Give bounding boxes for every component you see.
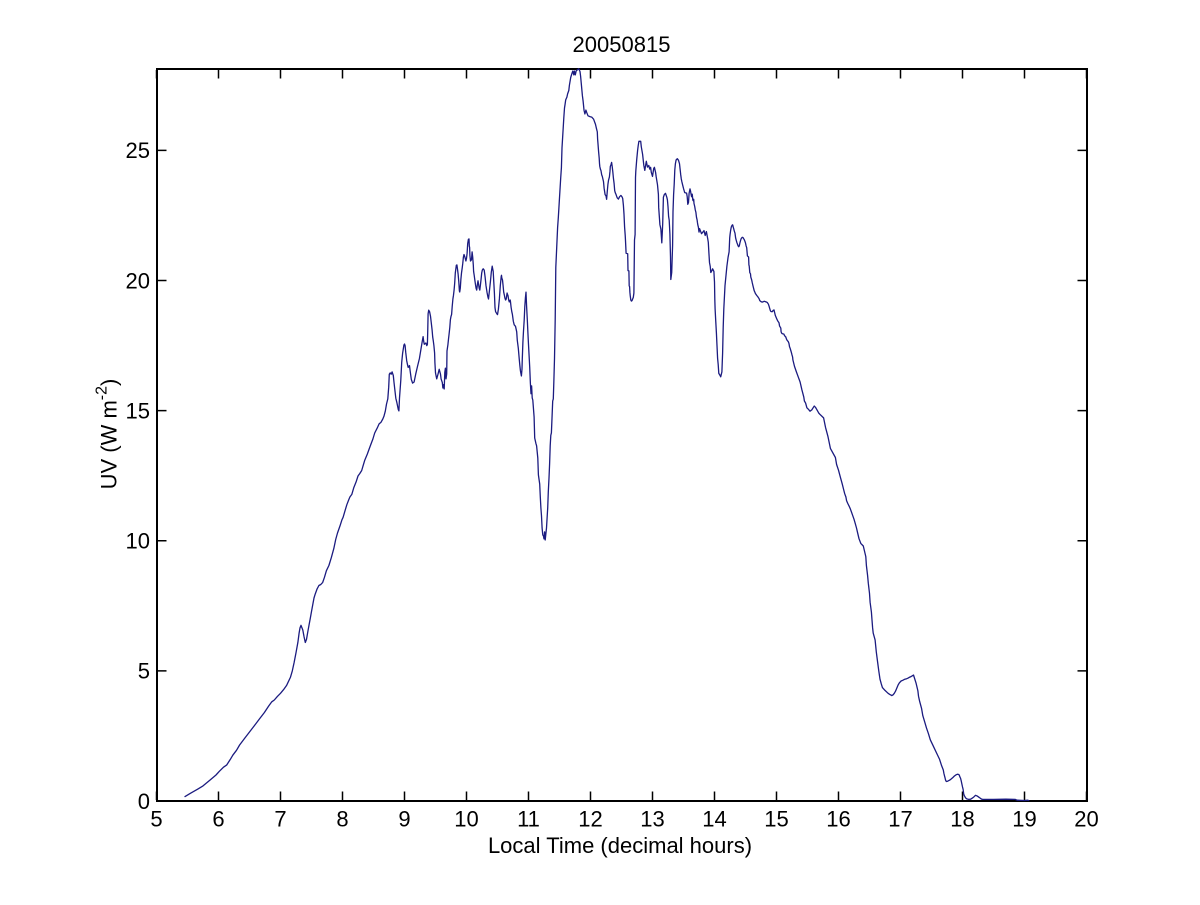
svg-text:15: 15	[126, 398, 150, 423]
svg-text:Local Time (decimal hours): Local Time (decimal hours)	[488, 833, 752, 858]
svg-text:15: 15	[764, 807, 788, 832]
svg-text:16: 16	[826, 807, 850, 832]
svg-text:18: 18	[950, 807, 974, 832]
svg-text:25: 25	[126, 138, 150, 163]
svg-text:10: 10	[126, 529, 150, 554]
svg-text:5: 5	[138, 659, 150, 684]
svg-text:9: 9	[398, 807, 410, 832]
svg-text:14: 14	[702, 807, 726, 832]
svg-text:6: 6	[212, 807, 224, 832]
svg-text:19: 19	[1012, 807, 1036, 832]
svg-text:8: 8	[336, 807, 348, 832]
svg-text:12: 12	[578, 807, 602, 832]
svg-text:13: 13	[640, 807, 664, 832]
svg-text:20050815: 20050815	[573, 32, 671, 57]
svg-text:20: 20	[1074, 807, 1098, 832]
svg-text:17: 17	[888, 807, 912, 832]
svg-text:0: 0	[138, 789, 150, 814]
svg-text:7: 7	[274, 807, 286, 832]
svg-text:20: 20	[126, 268, 150, 293]
svg-text:10: 10	[454, 807, 478, 832]
svg-text:5: 5	[150, 807, 162, 832]
svg-text:11: 11	[517, 807, 540, 832]
